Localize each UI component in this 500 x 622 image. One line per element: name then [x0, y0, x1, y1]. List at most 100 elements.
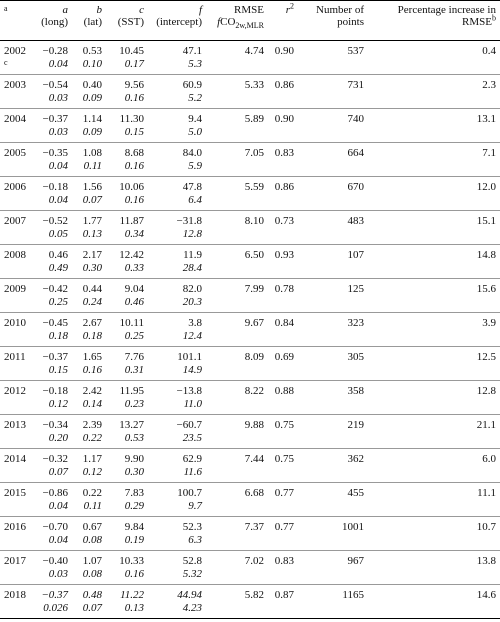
- r2-value: 0.75: [274, 419, 294, 431]
- rmse-cell: 7.02: [206, 551, 268, 585]
- rmse-cell: 5.89: [206, 109, 268, 143]
- coef-cell: 10.33 0.16: [106, 551, 148, 585]
- coef-error: 0.34: [124, 228, 144, 240]
- year: 2009: [4, 283, 26, 295]
- coef-cell: 9.4 5.0: [148, 109, 206, 143]
- pct-cell: 14.8: [368, 245, 500, 279]
- header-cell: r2: [268, 1, 298, 41]
- pct-value: 12.8: [476, 385, 496, 397]
- coef-cell: 13.27 0.53: [106, 415, 148, 449]
- coef-cell: 9.90 0.30: [106, 449, 148, 483]
- rmse-cell: 5.82: [206, 585, 268, 619]
- n-cell: 731: [298, 75, 368, 109]
- coef-value: −13.8: [176, 385, 202, 397]
- pct-value: 13.1: [476, 113, 496, 125]
- coef-error: 0.16: [124, 568, 144, 580]
- year-note: c: [4, 58, 8, 67]
- coef-error: 0.08: [82, 534, 102, 546]
- r2-value: 0.93: [274, 249, 294, 261]
- coef-value: 52.3: [182, 521, 202, 533]
- coef-value: 0.22: [82, 487, 102, 499]
- coef-error: 0.13: [82, 228, 102, 240]
- coef-error: 0.29: [124, 500, 144, 512]
- pct-cell: 12.0: [368, 177, 500, 211]
- coef-value: 9.4: [188, 113, 202, 125]
- rmse-cell: 6.68: [206, 483, 268, 517]
- table-body: 2002 c −0.28 0.04 0.53 0.10 10.45 0.17 47.1 5.3 4.…: [0, 41, 500, 619]
- coef-error: 0.11: [83, 160, 102, 172]
- coef-value: 82.0: [182, 283, 202, 295]
- coef-error: 0.04: [48, 500, 68, 512]
- coef-error: 0.08: [82, 568, 102, 580]
- header-cell: a (long): [30, 1, 72, 41]
- coef-error: 0.16: [124, 160, 144, 172]
- rmse-value: 4.74: [244, 45, 264, 57]
- header-cell: Number of points: [298, 1, 368, 41]
- coef-cell: 11.9 28.4: [148, 245, 206, 279]
- r2-value: 0.88: [274, 385, 294, 397]
- coef-value: 0.44: [82, 283, 102, 295]
- coef-value: −60.7: [176, 419, 202, 431]
- coef-value: 12.42: [119, 249, 144, 261]
- pct-cell: 14.6: [368, 585, 500, 619]
- pct-value: 12.0: [476, 181, 496, 193]
- coef-cell: −0.18 0.04: [30, 177, 72, 211]
- coef-cell: 7.83 0.29: [106, 483, 148, 517]
- pct-cell: 12.8: [368, 381, 500, 415]
- pct-cell: 10.7: [368, 517, 500, 551]
- year: 2016: [4, 521, 26, 533]
- coef-error: 6.4: [188, 194, 202, 206]
- coef-cell: −0.34 0.20: [30, 415, 72, 449]
- year: 2014: [4, 453, 26, 465]
- coef-error: 0.04: [48, 58, 68, 70]
- coef-error: 0.03: [48, 126, 68, 138]
- r2-cell: 0.84: [268, 313, 298, 347]
- coef-desc: (intercept): [156, 16, 202, 28]
- year-cell: 2009: [0, 279, 30, 313]
- n-value: 483: [347, 215, 365, 227]
- coef-value: 1.65: [82, 351, 102, 363]
- header-cell: c (SST): [106, 1, 148, 41]
- pct-value: 2.3: [482, 79, 496, 91]
- year-cell: 2002 c: [0, 41, 30, 75]
- coef-error: 0.22: [82, 432, 102, 444]
- coef-error: 0.11: [83, 500, 102, 512]
- coef-value: 101.1: [177, 351, 202, 363]
- r2-cell: 0.90: [268, 109, 298, 143]
- rmse-value: 9.67: [244, 317, 264, 329]
- r2-value: 0.75: [274, 453, 294, 465]
- year-cell: 2016: [0, 517, 30, 551]
- coef-cell: 0.40 0.09: [72, 75, 106, 109]
- coef-value: 8.68: [124, 147, 144, 159]
- row: 2004 −0.37 0.03 1.14 0.09 11.30 0.15 9.4 5.0 5.89…: [0, 109, 500, 143]
- rmse-cell: 6.50: [206, 245, 268, 279]
- year-cell: 2014: [0, 449, 30, 483]
- coef-cell: 0.46 0.49: [30, 245, 72, 279]
- coef-cell: −0.54 0.03: [30, 75, 72, 109]
- n-cell: 664: [298, 143, 368, 177]
- coef-cell: 0.44 0.24: [72, 279, 106, 313]
- coef-value: 2.39: [82, 419, 102, 431]
- coef-value: 2.17: [82, 249, 102, 261]
- coef-value: −0.37: [42, 351, 68, 363]
- coef-cell: 11.87 0.34: [106, 211, 148, 245]
- coef-value: 47.8: [182, 181, 202, 193]
- year: 2002: [4, 45, 26, 57]
- n-value: 358: [347, 385, 365, 397]
- pct-value: 0.4: [482, 45, 496, 57]
- r2-cell: 0.88: [268, 381, 298, 415]
- coef-error: 0.09: [82, 126, 102, 138]
- coef-cell: 1.56 0.07: [72, 177, 106, 211]
- pct-cell: 11.1: [368, 483, 500, 517]
- coef-value: 1.77: [82, 215, 102, 227]
- coef-value: 9.90: [124, 453, 144, 465]
- n-cell: 967: [298, 551, 368, 585]
- coef-name: c: [139, 4, 144, 16]
- coef-value: 11.22: [120, 589, 144, 601]
- pct-label: Percentage increase in: [397, 4, 496, 16]
- year-cell: 2011: [0, 347, 30, 381]
- coef-value: 0.40: [82, 79, 102, 91]
- n-cell: 483: [298, 211, 368, 245]
- coef-cell: 1.08 0.11: [72, 143, 106, 177]
- year: 2015: [4, 487, 26, 499]
